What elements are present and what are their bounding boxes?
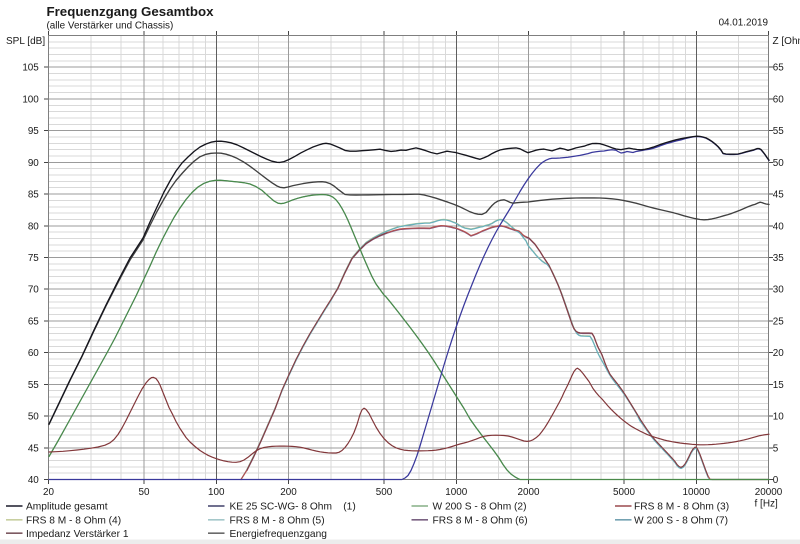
svg-text:45: 45 [28,443,39,454]
svg-text:2000: 2000 [518,487,540,498]
svg-text:04.01.2019: 04.01.2019 [719,18,769,29]
svg-text:(alle Verstärker und Chassis): (alle Verstärker und Chassis) [47,21,174,32]
svg-text:35: 35 [773,253,784,264]
svg-text:Amplitude gesamt: Amplitude gesamt [26,502,108,513]
svg-text:55: 55 [28,380,39,391]
svg-text:50: 50 [139,487,150,498]
svg-text:100: 100 [22,94,39,105]
svg-text:65: 65 [28,316,39,327]
svg-text:50: 50 [28,412,39,423]
svg-text:60: 60 [773,94,784,105]
svg-text:W 200 S - 8 Ohm (2): W 200 S - 8 Ohm (2) [433,502,527,513]
svg-text:Impedanz Verstärker 1: Impedanz Verstärker 1 [26,529,129,540]
svg-text:105: 105 [22,63,39,74]
svg-text:FRS 8 M - 8 Ohm (3): FRS 8 M - 8 Ohm (3) [634,502,729,513]
svg-text:5: 5 [773,443,779,454]
svg-text:70: 70 [28,285,39,296]
svg-text:95: 95 [28,126,39,137]
svg-text:f [Hz]: f [Hz] [755,498,779,509]
svg-text:90: 90 [28,158,39,169]
svg-text:45: 45 [773,190,784,201]
svg-text:20000: 20000 [755,487,783,498]
svg-text:Energiefrequenzgang: Energiefrequenzgang [230,529,328,540]
svg-text:SPL [dB]: SPL [dB] [6,36,45,47]
svg-text:15: 15 [773,380,784,391]
svg-text:10000: 10000 [683,487,711,498]
svg-text:20: 20 [43,487,54,498]
svg-text:500: 500 [376,487,393,498]
svg-text:65: 65 [773,63,784,74]
svg-text:Z [Ohm]: Z [Ohm] [773,36,800,47]
svg-text:30: 30 [773,285,784,296]
svg-text:FRS 8 M - 8 Ohm (4): FRS 8 M - 8 Ohm (4) [26,516,121,527]
svg-text:10: 10 [773,412,784,423]
svg-text:40: 40 [28,475,39,486]
svg-text:60: 60 [28,348,39,359]
svg-text:80: 80 [28,221,39,232]
svg-text:55: 55 [773,126,784,137]
svg-text:Frequenzgang Gesamtbox: Frequenzgang Gesamtbox [47,4,215,19]
svg-text:FRS 8 M - 8 Ohm (5): FRS 8 M - 8 Ohm (5) [230,516,325,527]
svg-text:KE 25 SC-WG- 8 Ohm (1): KE 25 SC-WG- 8 Ohm (1) [230,502,356,513]
svg-text:200: 200 [280,487,297,498]
svg-text:1000: 1000 [445,487,467,498]
svg-text:75: 75 [28,253,39,264]
svg-text:FRS 8 M - 8 Ohm (6): FRS 8 M - 8 Ohm (6) [433,516,528,527]
svg-text:50: 50 [773,158,784,169]
svg-text:100: 100 [208,487,225,498]
svg-text:20: 20 [773,348,784,359]
svg-text:0: 0 [773,475,779,486]
svg-text:85: 85 [28,190,39,201]
svg-text:40: 40 [773,221,784,232]
svg-text:25: 25 [773,316,784,327]
svg-text:W 200 S - 8 Ohm (7): W 200 S - 8 Ohm (7) [634,516,728,527]
svg-text:5000: 5000 [613,487,635,498]
